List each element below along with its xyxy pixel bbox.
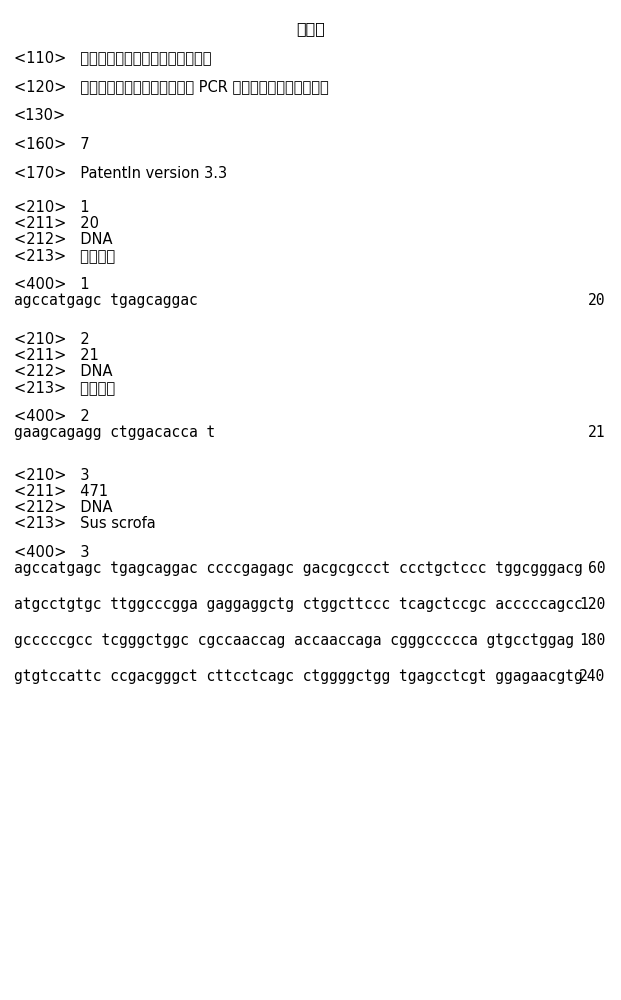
Text: 180: 180 [579, 633, 605, 648]
Text: <160>   7: <160> 7 [14, 137, 89, 152]
Text: atgcctgtgc ttggcccgga gaggaggctg ctggcttccc tcagctccgc acccccagcc: atgcctgtgc ttggcccgga gaggaggctg ctggctt… [14, 597, 582, 612]
Text: <120>   用于鉴定或辅助鉴定黑猪肉的 PCR 引物对、鉴定方法及应用: <120> 用于鉴定或辅助鉴定黑猪肉的 PCR 引物对、鉴定方法及应用 [14, 79, 329, 94]
Text: agccatgagc tgagcaggac ccccgagagc gacgcgccct ccctgctccc tggcgggacg: agccatgagc tgagcaggac ccccgagagc gacgcgc… [14, 561, 582, 576]
Text: <130>: <130> [14, 108, 66, 123]
Text: <400>   3: <400> 3 [14, 545, 89, 560]
Text: <210>   2: <210> 2 [14, 332, 89, 347]
Text: <400>   1: <400> 1 [14, 277, 89, 292]
Text: <400>   2: <400> 2 [14, 409, 89, 424]
Text: <212>   DNA: <212> DNA [14, 500, 112, 515]
Text: <110>   山东省农业科学院畲牧兽医研究所: <110> 山东省农业科学院畲牧兽医研究所 [14, 50, 211, 65]
Text: 240: 240 [579, 669, 605, 684]
Text: agccatgagc tgagcaggac: agccatgagc tgagcaggac [14, 293, 197, 308]
Text: 60: 60 [588, 561, 605, 576]
Text: <211>   20: <211> 20 [14, 216, 99, 231]
Text: <213>   人工序列: <213> 人工序列 [14, 248, 115, 263]
Text: 序列表: 序列表 [296, 21, 325, 36]
Text: <213>   Sus scrofa: <213> Sus scrofa [14, 516, 155, 531]
Text: <211>   471: <211> 471 [14, 484, 108, 499]
Text: <213>   人工序列: <213> 人工序列 [14, 380, 115, 395]
Text: 120: 120 [579, 597, 605, 612]
Text: <210>   1: <210> 1 [14, 200, 89, 215]
Text: <212>   DNA: <212> DNA [14, 364, 112, 379]
Text: gcccccgcc tcgggctggc cgccaaccag accaaccaga cgggccccca gtgcctggag: gcccccgcc tcgggctggc cgccaaccag accaacca… [14, 633, 574, 648]
Text: 21: 21 [588, 425, 605, 440]
Text: <212>   DNA: <212> DNA [14, 232, 112, 247]
Text: <210>   3: <210> 3 [14, 468, 89, 483]
Text: gaagcagagg ctggacacca t: gaagcagagg ctggacacca t [14, 425, 215, 440]
Text: <211>   21: <211> 21 [14, 348, 99, 363]
Text: 20: 20 [588, 293, 605, 308]
Text: gtgtccattc ccgacgggct cttcctcagc ctggggctgg tgagcctcgt ggagaacgtg: gtgtccattc ccgacgggct cttcctcagc ctggggc… [14, 669, 582, 684]
Text: <170>   PatentIn version 3.3: <170> PatentIn version 3.3 [14, 166, 227, 181]
